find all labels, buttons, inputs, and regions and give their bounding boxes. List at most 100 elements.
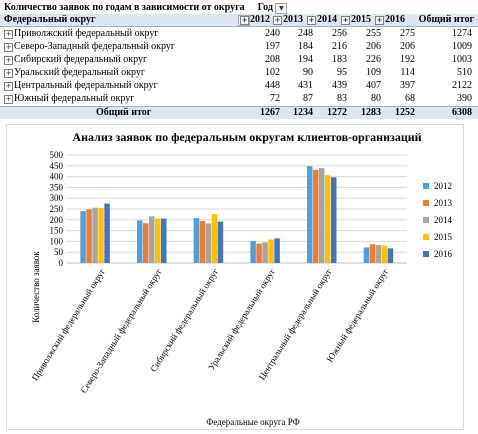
- year-header-2016[interactable]: +2016: [375, 14, 405, 25]
- row-label: Уральский федеральный округ: [14, 67, 145, 78]
- pivot-value-cell: 83: [337, 93, 347, 104]
- legend-label-2014: 2014: [434, 215, 453, 225]
- row-field-header: Федеральный округ: [4, 14, 96, 25]
- row-total-cell: 390: [457, 93, 472, 104]
- total-value-cell: 1234: [293, 107, 313, 118]
- bar-2016-4[interactable]: [331, 177, 337, 263]
- row-total-cell: 2122: [452, 80, 472, 91]
- bar-2012-3[interactable]: [250, 240, 256, 263]
- pivot-title: Количество заявок по годам в зависимости…: [4, 2, 245, 13]
- year-header-2013[interactable]: +2013: [273, 14, 303, 25]
- year-header-2014[interactable]: +2014: [307, 14, 337, 25]
- pivot-row: + Центральный федеральный округ 448 431 439 4…: [0, 80, 478, 91]
- y-axis-label: Количество заявок: [31, 251, 41, 323]
- bar-2016-3[interactable]: [274, 238, 280, 263]
- pivot-value-cell: 90: [303, 67, 313, 78]
- year-header-2012[interactable]: +2012: [240, 14, 270, 25]
- expand-icon[interactable]: +: [4, 69, 13, 78]
- expand-icon[interactable]: +: [4, 30, 13, 39]
- row-label-cell[interactable]: + Уральский федеральный округ: [4, 67, 145, 78]
- bar-2016-1[interactable]: [161, 218, 167, 263]
- bar-2012-5[interactable]: [363, 247, 370, 263]
- row-label-cell[interactable]: + Сибирский федеральный округ: [4, 54, 147, 65]
- pivot-value-cell: 102: [265, 67, 280, 78]
- pivot-value-cell: 431: [298, 80, 313, 91]
- bar-2015-0[interactable]: [98, 207, 104, 263]
- row-label: Южный федеральный округ: [14, 93, 135, 104]
- chart-area[interactable]: Анализ заявок по федеральным округам кли…: [6, 124, 464, 430]
- expand-icon[interactable]: +: [4, 56, 13, 65]
- bar-2014-0[interactable]: [92, 207, 98, 263]
- pivot-value-cell: 194: [298, 54, 313, 65]
- bar-2012-1[interactable]: [137, 220, 143, 263]
- bar-2012-4[interactable]: [307, 166, 313, 263]
- col-field-filter-button[interactable]: ▼: [275, 3, 288, 14]
- year-header-label: 2015: [351, 14, 371, 25]
- pivot-title-row: Количество заявок по годам в зависимости…: [4, 2, 294, 14]
- y-tick-label: 250: [50, 204, 64, 214]
- bar-2015-5[interactable]: [381, 245, 388, 263]
- expand-icon[interactable]: +: [307, 16, 316, 25]
- expand-icon[interactable]: +: [4, 43, 13, 52]
- expand-icon[interactable]: +: [341, 16, 350, 25]
- bar-2013-5[interactable]: [369, 244, 376, 263]
- bar-2013-0[interactable]: [86, 209, 92, 263]
- pivot-value-cell: 68: [405, 93, 415, 104]
- bar-2012-2[interactable]: [193, 218, 200, 263]
- bar-2013-3[interactable]: [256, 243, 262, 263]
- bar-2013-4[interactable]: [313, 169, 319, 263]
- expand-icon[interactable]: +: [4, 82, 13, 91]
- bar-2015-3[interactable]: [268, 239, 274, 263]
- year-header-label: 2013: [283, 14, 303, 25]
- bar-2015-2[interactable]: [211, 214, 218, 263]
- row-total-cell: 510: [457, 67, 472, 78]
- y-tick-label: 300: [50, 193, 64, 203]
- legend-swatch-2013: [423, 200, 429, 206]
- expand-icon[interactable]: +: [273, 16, 282, 25]
- chart-legend: 2012 2013 2014 2015 2016: [423, 181, 453, 259]
- grand-total-value: 6308: [452, 107, 472, 118]
- total-value-cell: 1267: [260, 107, 280, 118]
- expand-icon[interactable]: +: [375, 16, 384, 25]
- bar-2014-3[interactable]: [262, 242, 268, 263]
- row-total-cell: 1274: [452, 28, 472, 39]
- row-total-cell: 1009: [452, 41, 472, 52]
- pivot-value-cell: 439: [332, 80, 347, 91]
- bars-group: [80, 166, 394, 263]
- pivot-value-cell: 192: [400, 54, 415, 65]
- year-header-label: 2012: [250, 14, 270, 25]
- row-label-cell[interactable]: + Центральный федеральный округ: [4, 80, 158, 91]
- pivot-value-cell: 72: [270, 93, 280, 104]
- bar-2012-0[interactable]: [80, 211, 86, 263]
- pivot-value-cell: 248: [298, 28, 313, 39]
- bar-2016-0[interactable]: [104, 203, 110, 263]
- legend-swatch-2012: [423, 183, 429, 189]
- bar-2014-4[interactable]: [319, 168, 325, 263]
- pivot-row: + Северо-Западный федеральный округ 197 184…: [0, 41, 478, 52]
- row-label-cell[interactable]: + Северо-Западный федеральный округ: [4, 41, 175, 52]
- year-header-2015[interactable]: +2015: [341, 14, 371, 25]
- bar-2015-4[interactable]: [325, 175, 331, 263]
- bar-2014-1[interactable]: [149, 216, 155, 263]
- bar-2013-1[interactable]: [143, 223, 149, 263]
- bar-2013-2[interactable]: [199, 221, 206, 263]
- y-tick-label: 100: [50, 236, 64, 246]
- legend-label-2016: 2016: [434, 249, 453, 259]
- pivot-value-cell: 184: [298, 41, 313, 52]
- bar-2015-1[interactable]: [155, 218, 161, 263]
- expand-icon[interactable]: +: [4, 95, 13, 104]
- row-label-cell[interactable]: + Приволжский федеральный округ: [4, 28, 158, 39]
- row-total-cell: 1003: [452, 54, 472, 65]
- pivot-value-cell: 255: [366, 28, 381, 39]
- bar-2014-5[interactable]: [375, 245, 382, 263]
- bar-2016-5[interactable]: [387, 248, 394, 263]
- bar-2016-2[interactable]: [217, 221, 224, 263]
- row-label-cell[interactable]: + Южный федеральный округ: [4, 93, 134, 104]
- pivot-value-cell: 87: [303, 93, 313, 104]
- chart-svg: Анализ заявок по федеральным округам кли…: [30, 130, 453, 427]
- pivot-value-cell: 216: [332, 41, 347, 52]
- pivot-value-cell: 275: [400, 28, 415, 39]
- bar-2014-2[interactable]: [205, 223, 212, 263]
- expand-icon[interactable]: +: [240, 16, 249, 25]
- pivot-value-cell: 208: [265, 54, 280, 65]
